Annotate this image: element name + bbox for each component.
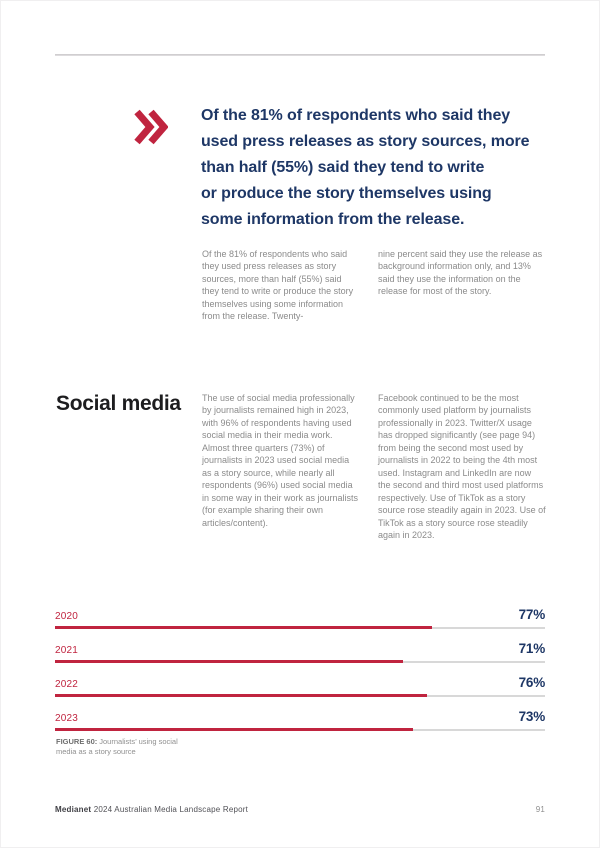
bar-chart: 2020 77% 2021 71% 2022 76% 2023 73% [55,605,545,741]
chart-category-label: 2020 [55,611,79,622]
double-chevron-right-icon [134,108,169,146]
chart-value-label: 76% [518,675,546,690]
figure-caption-text: Journalists’ using social media as a sto… [56,737,178,756]
top-divider [55,54,545,56]
figure-caption-label: FIGURE 60: [56,737,98,746]
chart-category-label: 2023 [55,713,79,724]
chart-row: 2021 71% [55,639,545,673]
section-heading-social-media: Social media [56,392,181,415]
pullquote-text: Of the 81% of respondents who said they … [201,107,530,228]
chart-bar [55,626,433,629]
chart-row: 2022 76% [55,673,545,707]
footer-brand: Medianet [55,805,92,814]
social-media-column-2: Facebook continued to be the most common… [378,393,546,540]
chart-row: 2023 73% [55,707,545,741]
chart-bar-track [55,660,545,663]
chart-value-label: 73% [518,709,546,724]
figure-caption: FIGURE 60: Journalists’ using social medi… [56,737,196,756]
footer-report-title: Medianet 2024 Australian Media Landscape… [55,805,249,814]
chart-category-label: 2022 [55,679,79,690]
chart-category-label: 2021 [55,645,79,656]
page-footer: Medianet 2024 Australian Media Landscape… [55,805,545,814]
chart-value-label: 77% [518,607,546,622]
social-media-column-1: The use of social media professionally b… [202,393,359,528]
chart-bar-track [55,626,545,629]
chart-bar [55,660,403,663]
chart-value-label: 71% [518,641,546,656]
page-number: 91 [535,805,545,814]
chart-bar [55,728,413,731]
intro-column-1: Of the 81% of respondents who said they … [202,249,354,322]
chart-bar [55,694,428,697]
chart-bar-track [55,728,545,731]
intro-column-2: nine percent said they use the release a… [378,249,543,297]
chart-bar-track [55,694,545,697]
chart-row: 2020 77% [55,605,545,639]
